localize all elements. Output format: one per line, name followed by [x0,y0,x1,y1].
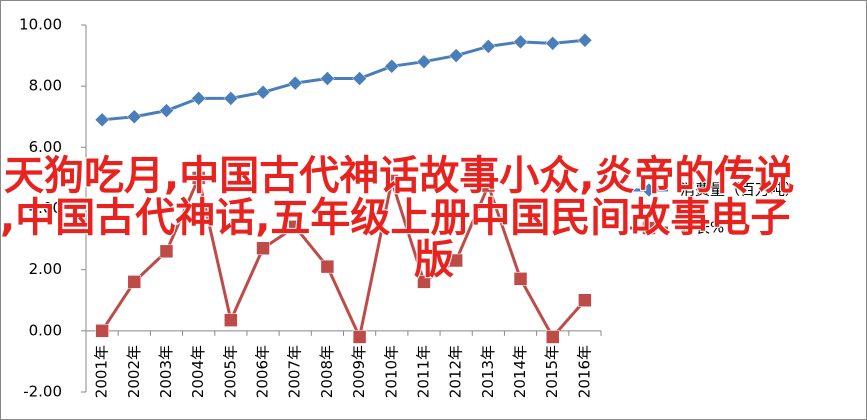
y-tick-label: 6.00 [29,138,62,156]
point [224,313,238,327]
point [191,171,206,185]
overlay-text: 版 [414,237,454,283]
x-tick-label: 2014年 [511,345,529,398]
point [513,34,528,50]
y-tick-label: 4.00 [29,199,62,217]
point [352,71,367,86]
x-tick-label: 2010年 [382,345,400,398]
point [126,109,142,125]
point [481,178,496,193]
point [449,253,463,268]
x-tick-label: 2013年 [479,345,497,398]
point [545,330,560,344]
series-line [101,38,586,122]
overlay-text: 天狗吃月,中国古代神话故事小众,炎帝的传说 [4,153,794,199]
point [159,244,174,259]
x-tick-label: 2015年 [543,345,561,398]
point [94,112,110,128]
point [256,241,270,256]
point [223,91,239,106]
series-line [100,173,587,342]
point [95,324,109,338]
point [577,32,593,48]
point [127,275,142,289]
point [641,182,657,198]
point [642,221,656,235]
overlay-text: ,中国古代神话,五年级上册中国民间故事电子 [0,195,790,241]
y-tick-label: 10.00 [19,16,62,34]
x-tick-label: 2001年 [93,345,111,398]
point [417,275,431,289]
x-tick-label: 2009年 [350,345,368,398]
point [578,293,592,307]
y-tick-label: 8.00 [29,77,62,95]
point [416,54,432,70]
point [352,330,367,344]
y-tick-label: 0.00 [29,321,62,339]
point [288,220,302,234]
x-tick-label: 2011年 [414,345,432,398]
x-tick-label: 2004年 [189,345,207,398]
point [191,91,207,106]
y-tick-label: 2.00 [29,260,62,278]
x-tick-label: 2007年 [286,345,304,398]
point [384,58,400,74]
legend-label: 增长% [680,219,724,237]
point [385,174,399,188]
x-tick-label: 2005年 [221,345,239,398]
point [320,259,335,274]
point [448,48,464,63]
point [545,35,561,51]
point [255,84,271,100]
point [287,75,303,91]
x-tick-label: 2012年 [447,345,465,398]
legend-label: 消费量（百万吨） [680,181,800,199]
x-tick-label: 2006年 [254,345,272,398]
x-tick-label: 2002年 [125,345,143,398]
x-tick-label: 2003年 [157,345,175,398]
x-tick-label: 2016年 [575,345,593,398]
y-tick-label: -2.00 [23,383,62,401]
x-tick-label: 2008年 [318,345,336,398]
point [320,71,335,86]
point [513,272,528,286]
point [480,39,496,54]
point [159,103,174,118]
